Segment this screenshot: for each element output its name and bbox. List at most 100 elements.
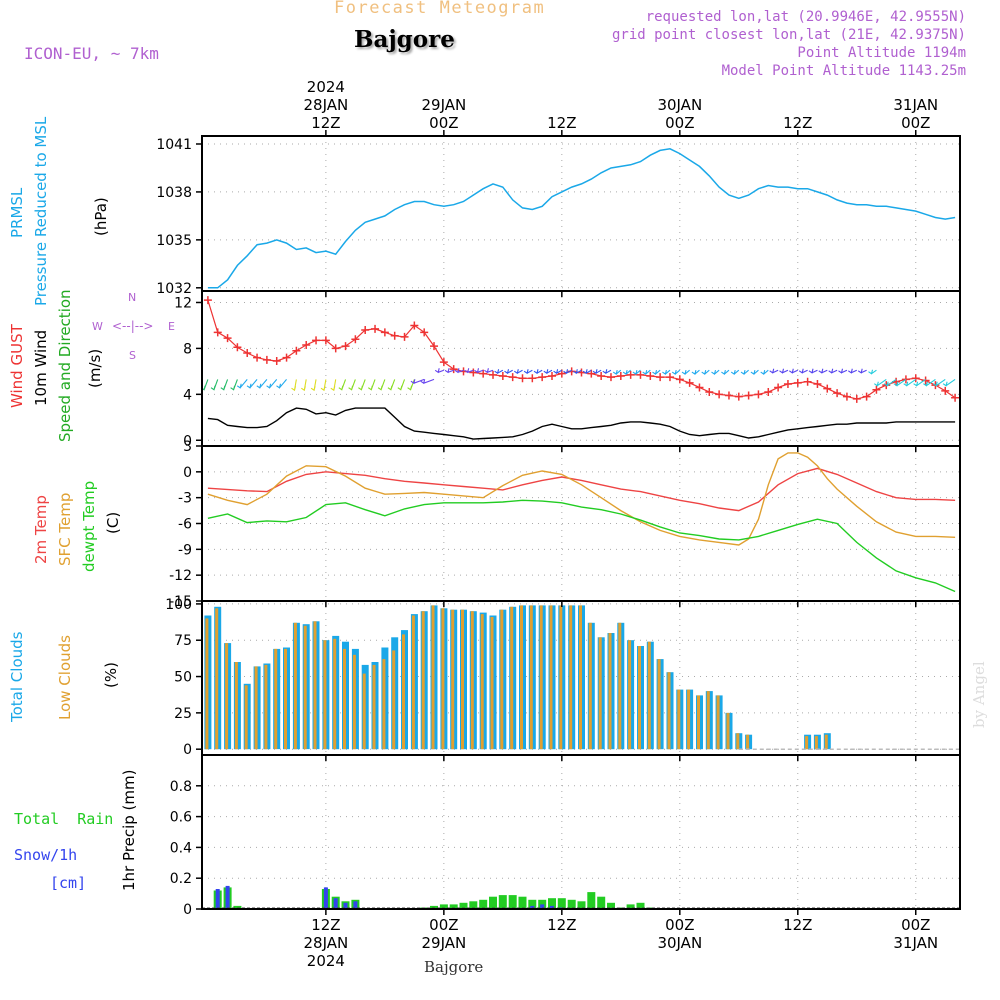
wind-direction-arrow [612, 369, 622, 375]
low-cloud-bar [687, 689, 691, 750]
rain-bar [508, 895, 517, 909]
gust-marker [813, 380, 822, 388]
panel-frame [201, 754, 961, 910]
low-cloud-bar [264, 664, 268, 750]
gust-marker [341, 342, 350, 351]
gust-marker [390, 331, 399, 340]
snow-bar [215, 889, 220, 909]
gust-marker [489, 370, 498, 379]
gust-marker [665, 373, 674, 382]
x-tick-label-bottom: 12Z [547, 916, 576, 934]
gust-marker [439, 358, 448, 367]
gust-marker [764, 388, 773, 397]
x-tick-label-bottom: 00Z [429, 916, 458, 934]
compass-e: E [168, 320, 175, 333]
wind-direction-arrow [300, 379, 307, 392]
gust-marker [656, 373, 665, 382]
grid-point-coords: grid point closest lon,lat (21E, 42.9375… [611, 27, 966, 43]
gust-marker [862, 392, 871, 401]
wind-direction-arrow [873, 378, 887, 387]
wind-direction-arrow [420, 378, 435, 385]
panel-frame [201, 135, 961, 292]
wind-direction-arrow [828, 368, 838, 374]
rain-bar [626, 904, 635, 909]
wind-direction-arrow [444, 368, 454, 374]
rain-bar [498, 895, 507, 909]
wind-direction-arrow [220, 379, 229, 391]
rain-bar [567, 899, 576, 909]
y-tick-label: 0 [183, 465, 192, 481]
low-cloud-bar [352, 654, 356, 750]
wind-direction-arrow [857, 368, 867, 374]
y-tick-label: 1038 [156, 185, 192, 201]
low-cloud-bar [824, 734, 828, 750]
gust-marker [469, 368, 478, 377]
wind-direction-arrow [769, 368, 779, 374]
low-cloud-bar [392, 650, 396, 750]
low-cloud-bar [274, 648, 278, 750]
wind-direction-arrow [582, 369, 592, 375]
gust-marker [715, 390, 724, 399]
gust-marker [420, 328, 429, 337]
y-tick-label: 1035 [156, 233, 192, 249]
low-cloud-bar [382, 659, 386, 750]
low-cloud-bar [539, 605, 543, 750]
x-tick-label-top: 31JAN [893, 96, 938, 114]
wind-direction-arrow [602, 369, 612, 375]
dewpt-line [207, 499, 956, 593]
gust-marker [783, 380, 792, 388]
wind-direction-arrow [572, 369, 582, 375]
low-cloud-bar [549, 605, 553, 750]
wind-direction-arrow [711, 369, 720, 375]
wind-direction-arrow [847, 368, 858, 374]
low-cloud-bar [618, 622, 622, 750]
gust-marker [695, 383, 704, 392]
low-cloud-bar [411, 615, 415, 750]
x-tick-label-bottom: 00Z [665, 916, 694, 934]
y-tick-label: 4 [183, 387, 192, 403]
wind-direction-arrow [410, 378, 425, 385]
gust-marker [842, 392, 851, 401]
gust-marker [675, 375, 684, 384]
rain-bar [459, 902, 468, 909]
low-cloud-bar [657, 659, 661, 750]
low-cloud-bar [254, 666, 258, 750]
gust-marker [213, 328, 222, 337]
rain-bar [607, 902, 615, 909]
rain-bar [597, 896, 606, 909]
y-tick-label: 100 [165, 597, 192, 613]
wind-direction-arrow [691, 369, 700, 375]
gust-marker [538, 373, 547, 382]
gust-marker [872, 385, 881, 394]
compass-n: N [128, 291, 137, 304]
wind-direction-arrow [730, 369, 740, 375]
low-cloud-bar [598, 637, 602, 750]
low-cloud-bar [303, 625, 307, 750]
gust-marker [272, 357, 281, 366]
y-tick-label: 50 [174, 670, 192, 686]
low-cloud-bar [225, 643, 229, 750]
t2m-line [207, 467, 956, 512]
rain-bar [587, 892, 596, 909]
gust-marker [253, 353, 262, 362]
gust-marker [528, 374, 537, 383]
low-cloud-bar [244, 685, 248, 750]
wind-direction-arrow [330, 379, 337, 392]
snow-bar [333, 898, 338, 909]
wind-direction-arrow [230, 379, 238, 391]
panel-frame [201, 290, 961, 447]
gust-marker [351, 335, 360, 344]
gust-marker [203, 296, 212, 305]
wind-direction-arrow [779, 368, 789, 374]
gust-marker [479, 369, 488, 378]
gust-marker [734, 392, 743, 401]
low-cloud-bar [510, 606, 514, 750]
wind-direction-arrow [750, 369, 759, 375]
wind-direction-arrow [320, 379, 327, 392]
gust-marker [626, 370, 635, 379]
low-cloud-bar [441, 608, 445, 750]
low-cloud-bar [608, 633, 612, 750]
x-tick-label-bottom: 29JAN [421, 934, 466, 952]
total-rain-label: Total Rain [14, 810, 114, 828]
